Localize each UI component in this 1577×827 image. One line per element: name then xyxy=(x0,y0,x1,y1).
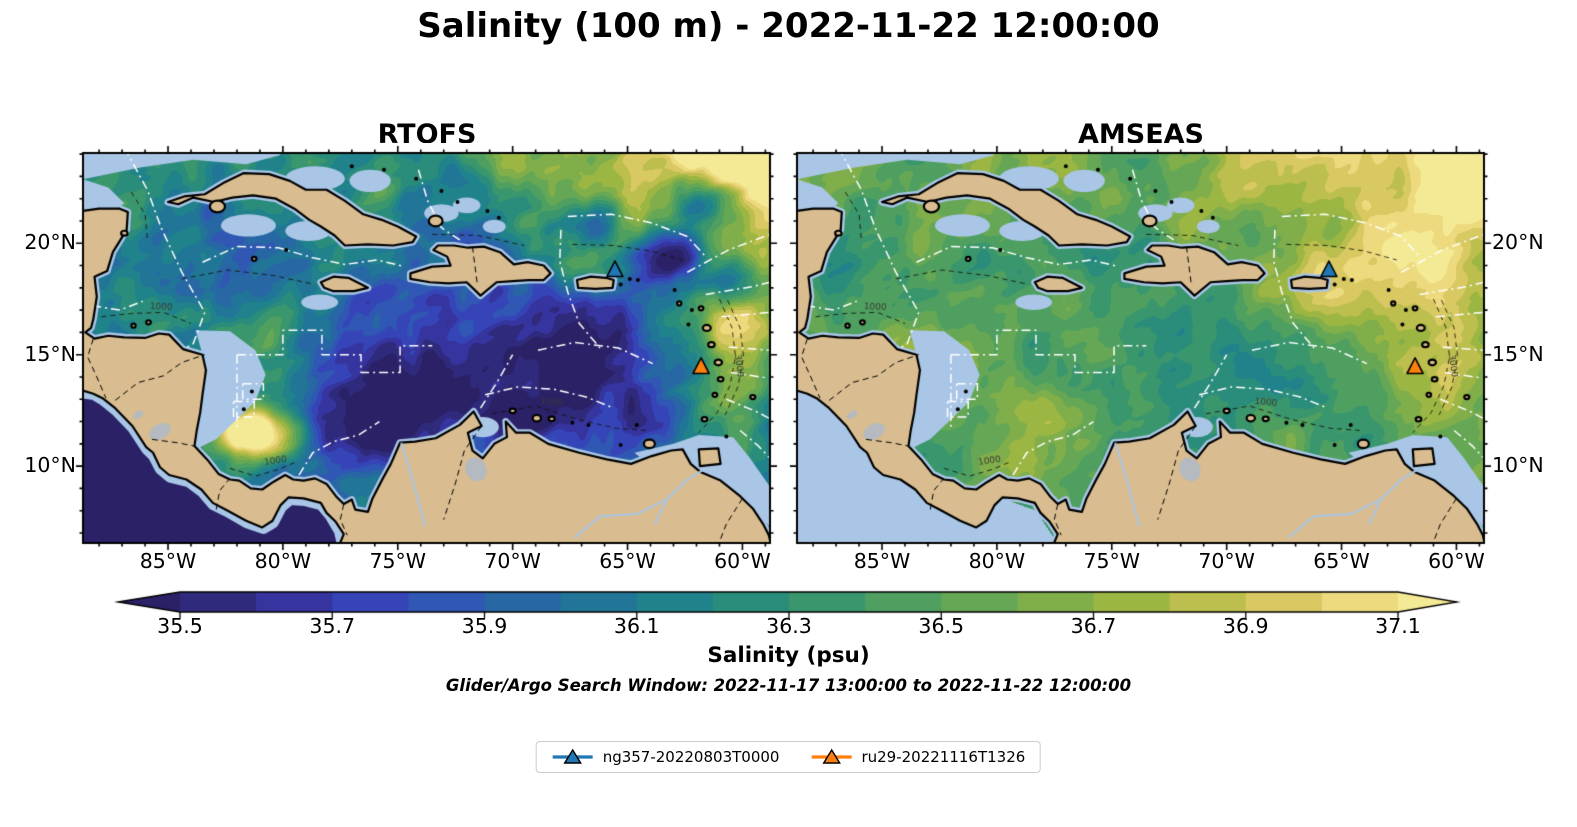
x-tick-label: 80°W xyxy=(254,549,312,573)
x-tick-label: 70°W xyxy=(484,549,541,573)
colorbar-label: Salinity (psu) xyxy=(707,643,870,668)
x-tick-label: 65°W xyxy=(599,549,656,573)
colorbar-tick-label: 36.3 xyxy=(766,614,812,638)
legend-label-ru29: ru29-20221116T1326 xyxy=(861,748,1026,766)
x-tick-label: 60°W xyxy=(1428,549,1485,573)
x-tick-label: 75°W xyxy=(1083,549,1141,573)
legend-item-ru29: ru29-20221116T1326 xyxy=(809,747,1025,767)
x-tick-label: 75°W xyxy=(369,549,427,573)
figure-title: Salinity (100 m) - 2022-11-22 12:00:00 xyxy=(417,6,1160,46)
x-tick-label: 85°W xyxy=(853,549,911,573)
y-tick-label: 20°N xyxy=(1492,230,1544,255)
colorbar-tick-label: 35.7 xyxy=(309,614,356,638)
y-tick-label: 10°N xyxy=(1492,453,1544,478)
y-tick-label: 20°N xyxy=(24,230,76,255)
glider-triangle-marker-icon xyxy=(811,748,852,764)
x-tick-label: 85°W xyxy=(139,549,197,573)
colorbar-tick-label: 36.9 xyxy=(1222,614,1269,638)
x-tick-label: 70°W xyxy=(1198,549,1255,573)
colorbar-tick-label: 35.5 xyxy=(157,614,203,638)
search-window-annotation: Glider/Argo Search Window: 2022-11-17 13… xyxy=(445,676,1132,695)
amseas-map-canvas xyxy=(787,143,1494,553)
x-tick-label: 80°W xyxy=(968,549,1026,573)
colorbar-tick-label: 35.9 xyxy=(461,614,508,638)
y-tick-label: 10°N xyxy=(24,453,76,478)
x-tick-label: 65°W xyxy=(1313,549,1370,573)
rtofs-map-canvas xyxy=(73,143,780,553)
colorbar-tick-label: 37.1 xyxy=(1375,614,1421,638)
colorbar-tick-label: 36.1 xyxy=(613,614,660,638)
y-tick-label: 15°N xyxy=(24,341,76,366)
legend-label-ng357: ng357-20220803T0000 xyxy=(602,748,780,766)
colorbar-canvas xyxy=(0,580,1577,625)
colorbar-tick-label: 36.7 xyxy=(1070,614,1117,638)
x-tick-label: 60°W xyxy=(714,549,771,573)
y-tick-label: 15°N xyxy=(1492,341,1544,366)
colorbar-tick-label: 36.5 xyxy=(918,614,965,638)
glider-triangle-marker-icon xyxy=(552,748,593,764)
legend: ng357-20220803T0000 ru29-20221116T1326 xyxy=(535,741,1041,773)
legend-item-ng357: ng357-20220803T0000 xyxy=(551,747,780,767)
